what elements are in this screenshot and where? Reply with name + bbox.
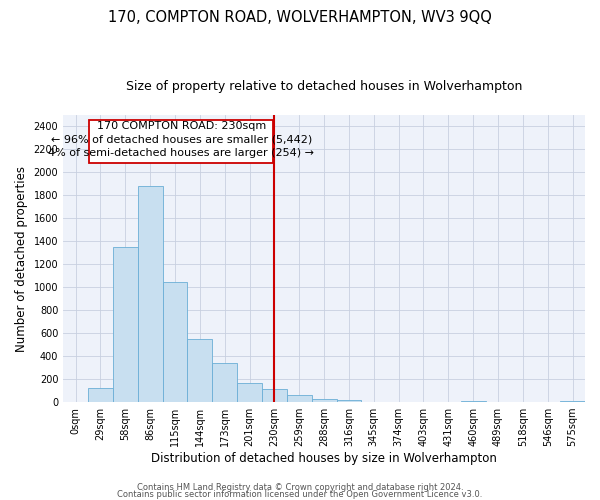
Text: 170 COMPTON ROAD: 230sqm: 170 COMPTON ROAD: 230sqm [97, 121, 266, 131]
Title: Size of property relative to detached houses in Wolverhampton: Size of property relative to detached ho… [126, 80, 522, 93]
Bar [212, 363, 237, 402]
Text: Contains public sector information licensed under the Open Government Licence v3: Contains public sector information licen… [118, 490, 482, 499]
Text: 170, COMPTON ROAD, WOLVERHAMPTON, WV3 9QQ: 170, COMPTON ROAD, WOLVERHAMPTON, WV3 9Q… [108, 10, 492, 25]
Bar [237, 382, 262, 402]
Text: 4% of semi-detached houses are larger (254) →: 4% of semi-detached houses are larger (2… [48, 148, 314, 158]
Bar [262, 390, 287, 402]
Bar [138, 186, 163, 402]
Text: ← 96% of detached houses are smaller (5,442): ← 96% of detached houses are smaller (5,… [50, 134, 312, 144]
X-axis label: Distribution of detached houses by size in Wolverhampton: Distribution of detached houses by size … [151, 452, 497, 465]
Bar [560, 401, 585, 402]
Bar [163, 282, 187, 402]
Bar [88, 388, 113, 402]
FancyBboxPatch shape [89, 120, 273, 163]
Bar [287, 394, 311, 402]
Bar [337, 400, 361, 402]
Bar [461, 401, 485, 402]
Y-axis label: Number of detached properties: Number of detached properties [15, 166, 28, 352]
Text: Contains HM Land Registry data © Crown copyright and database right 2024.: Contains HM Land Registry data © Crown c… [137, 484, 463, 492]
Bar [113, 247, 138, 402]
Bar [311, 398, 337, 402]
Bar [187, 339, 212, 402]
